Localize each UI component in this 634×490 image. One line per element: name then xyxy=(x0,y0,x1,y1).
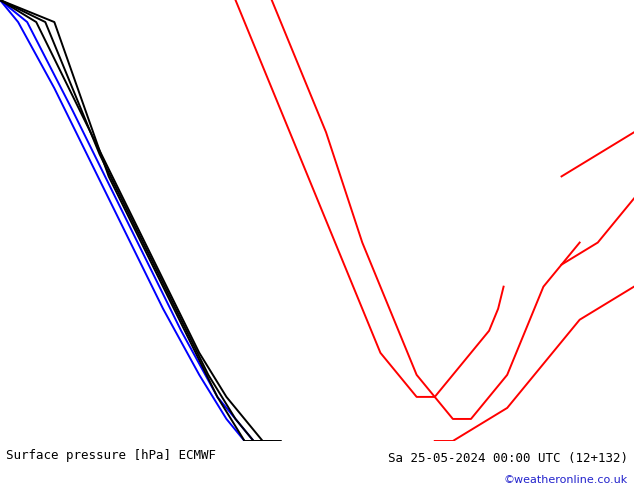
Text: Surface pressure [hPa] ECMWF: Surface pressure [hPa] ECMWF xyxy=(6,449,216,462)
Text: Sa 25-05-2024 00:00 UTC (12+132): Sa 25-05-2024 00:00 UTC (12+132) xyxy=(387,452,628,465)
Text: ©weatheronline.co.uk: ©weatheronline.co.uk xyxy=(503,475,628,485)
